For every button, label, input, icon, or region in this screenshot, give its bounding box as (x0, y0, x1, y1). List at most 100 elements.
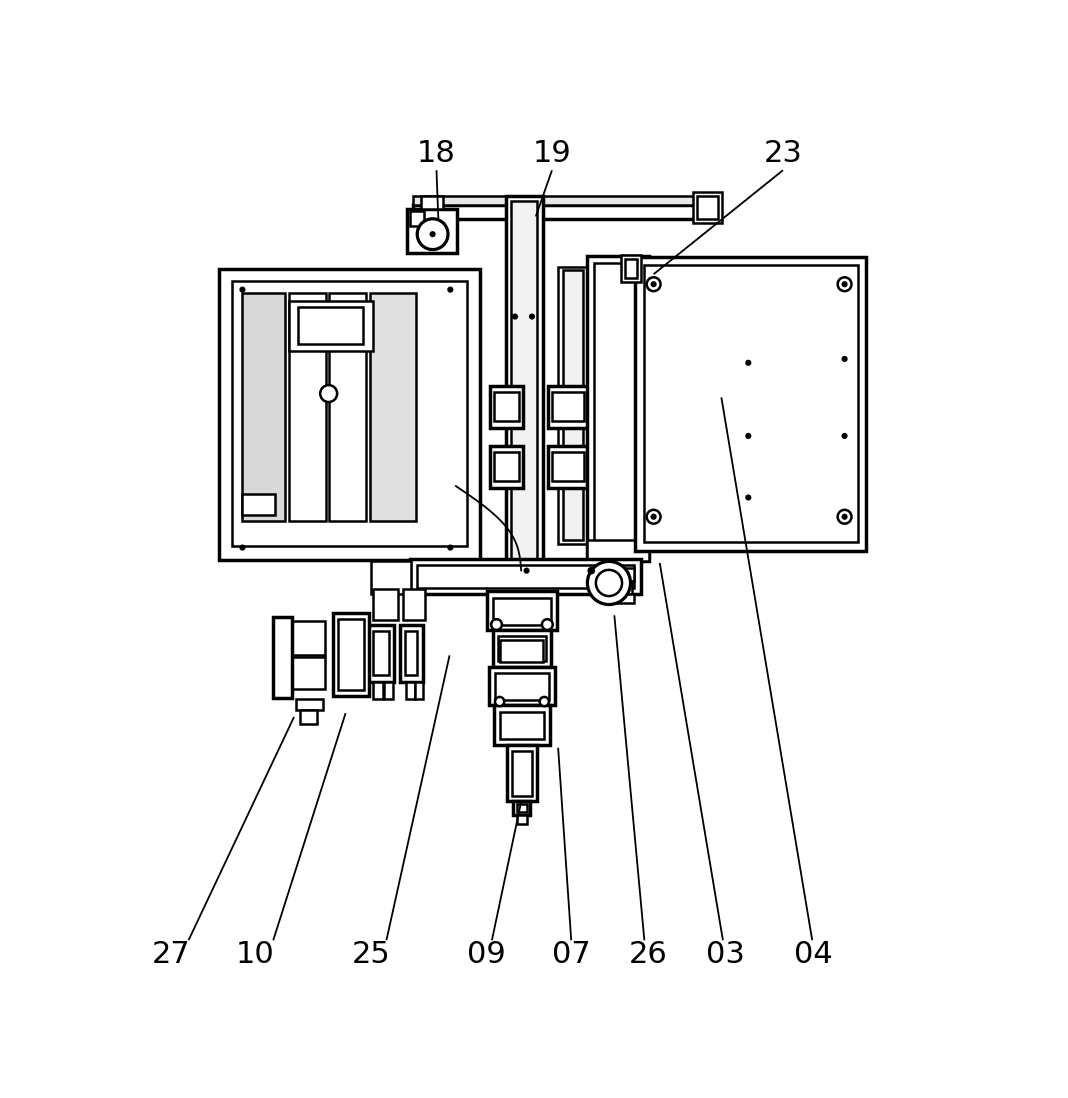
Text: 09: 09 (467, 940, 506, 968)
Bar (494, 392, 519, 422)
Bar (409, 559, 641, 594)
Circle shape (447, 287, 454, 293)
Bar (288, 293, 326, 520)
Bar (489, 666, 555, 705)
Bar (635, 257, 866, 550)
Circle shape (429, 231, 436, 237)
Bar (625, 259, 637, 278)
Text: 04: 04 (795, 940, 833, 968)
Bar (337, 619, 364, 690)
Circle shape (647, 509, 660, 524)
Bar (367, 625, 394, 682)
Circle shape (587, 561, 630, 605)
Bar (384, 682, 393, 699)
Bar (219, 269, 480, 560)
Bar (494, 452, 519, 481)
Bar (490, 446, 522, 489)
Bar (498, 636, 546, 661)
Bar (644, 265, 859, 542)
Bar (500, 712, 545, 739)
Circle shape (239, 287, 246, 293)
Bar (298, 307, 363, 345)
Text: 18: 18 (417, 138, 456, 168)
Bar (374, 590, 398, 620)
Bar (548, 385, 588, 428)
Bar (507, 746, 536, 800)
Bar (290, 657, 325, 690)
Bar (332, 613, 370, 696)
Bar (696, 195, 719, 219)
Circle shape (529, 314, 535, 320)
Circle shape (494, 697, 504, 706)
Circle shape (837, 509, 851, 524)
Bar (329, 293, 366, 520)
Bar (559, 267, 587, 544)
Text: 19: 19 (533, 138, 571, 168)
Bar (487, 592, 557, 630)
Bar (693, 192, 722, 223)
Bar (371, 293, 417, 520)
Circle shape (523, 568, 530, 574)
Text: 26: 26 (629, 940, 668, 968)
Bar (548, 446, 588, 489)
Bar (404, 590, 425, 620)
Circle shape (447, 545, 454, 550)
Text: 27: 27 (152, 940, 190, 968)
Circle shape (842, 433, 848, 439)
Bar (492, 597, 551, 625)
Bar (587, 257, 649, 561)
Text: 07: 07 (552, 940, 591, 968)
Bar (296, 699, 323, 710)
Circle shape (745, 360, 752, 366)
Bar (414, 682, 423, 699)
Circle shape (512, 314, 518, 320)
Bar (611, 569, 634, 581)
Text: 03: 03 (706, 940, 744, 968)
Circle shape (837, 278, 851, 291)
Bar (517, 815, 527, 824)
Bar (492, 630, 551, 666)
Bar (406, 682, 414, 699)
Text: 10: 10 (236, 940, 274, 968)
Bar (407, 209, 457, 254)
Circle shape (541, 619, 553, 630)
Bar (552, 392, 584, 422)
Bar (399, 625, 423, 682)
Bar (494, 705, 550, 746)
Circle shape (239, 545, 246, 550)
Bar (594, 262, 644, 556)
Bar (413, 195, 710, 205)
Bar (512, 751, 532, 795)
Circle shape (647, 278, 660, 291)
Bar (615, 581, 632, 594)
Bar (622, 255, 641, 282)
Circle shape (320, 385, 337, 402)
Bar (421, 195, 442, 209)
Bar (373, 630, 389, 675)
Bar (288, 301, 374, 351)
Bar (232, 281, 468, 546)
Text: 25: 25 (351, 940, 391, 968)
Bar (242, 494, 274, 515)
Circle shape (745, 433, 752, 439)
Bar (506, 195, 543, 565)
Bar (405, 630, 418, 675)
Bar (300, 710, 317, 724)
Text: 23: 23 (764, 138, 802, 168)
Bar (517, 804, 528, 811)
Bar (273, 617, 293, 697)
Bar (612, 594, 633, 603)
Bar (514, 800, 531, 815)
Circle shape (650, 514, 657, 519)
Bar (587, 540, 649, 561)
Circle shape (745, 494, 752, 501)
Bar (563, 270, 583, 540)
Circle shape (842, 281, 848, 288)
Bar (413, 205, 710, 219)
Bar (418, 565, 634, 589)
Bar (410, 211, 424, 226)
Bar (490, 385, 522, 428)
Bar (501, 640, 543, 661)
Circle shape (491, 619, 502, 630)
Circle shape (650, 281, 657, 288)
